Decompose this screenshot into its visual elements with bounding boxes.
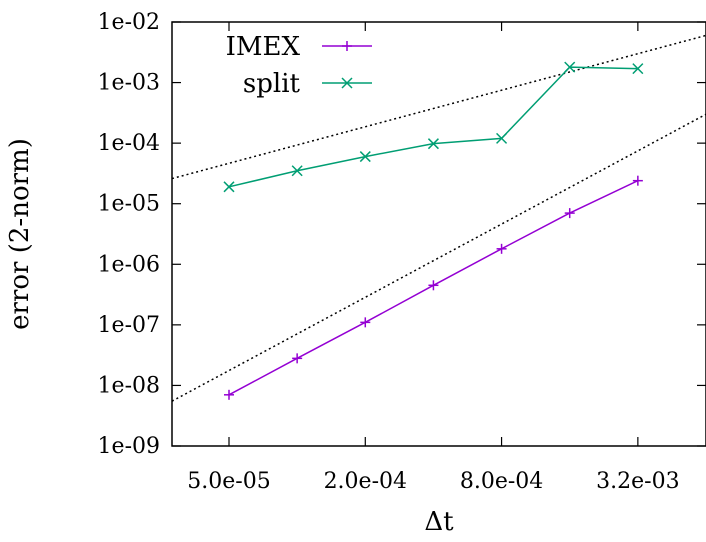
y-tick-label: 1e-09 (98, 434, 160, 459)
data-point-split-6 (564, 61, 576, 73)
data-point-imex-7 (632, 175, 643, 186)
data-point-split-2 (291, 165, 303, 177)
x-axis: 5.0e-05 2.0e-04 8.0e-04 3.2e-03 (187, 22, 680, 494)
legend-label-split: split (243, 69, 301, 99)
series-layer (223, 61, 644, 400)
x-tick-label: 5.0e-05 (187, 469, 270, 494)
legend-label-imex: IMEX (226, 32, 301, 62)
data-point-imex-6 (564, 208, 575, 219)
y-axis-label: error (2-norm) (5, 138, 35, 330)
y-tick-label: 1e-07 (98, 313, 160, 338)
y-tick-label: 1e-06 (98, 252, 160, 277)
y-tick-label: 1e-08 (98, 373, 160, 398)
y-axis: 1e-09 1e-08 1e-07 1e-06 1e-05 1e-04 1e-03 1e-02 (98, 10, 706, 459)
reference-line-2 (171, 34, 706, 180)
data-point-split-5 (496, 132, 508, 144)
y-tick-label: 1e-03 (98, 71, 160, 96)
data-point-split-3 (359, 151, 371, 163)
legend-marker-imex (342, 41, 352, 51)
y-tick-label: 1e-05 (98, 192, 160, 217)
plot-frame (171, 21, 706, 447)
data-point-split-7 (632, 63, 644, 75)
data-point-imex-4 (428, 280, 439, 291)
data-point-imex-2 (292, 353, 303, 364)
data-point-imex-1 (224, 389, 235, 400)
data-point-split-1 (223, 181, 235, 193)
reference-line-1 (171, 113, 706, 402)
x-axis-label: Δt (424, 507, 454, 537)
data-point-imex-3 (360, 317, 371, 328)
legend: IMEX split (226, 32, 372, 99)
reference-lines (171, 34, 706, 402)
y-tick-label: 1e-02 (98, 10, 160, 35)
data-point-imex-5 (496, 243, 507, 254)
data-point-split-4 (427, 138, 439, 150)
x-tick-label: 3.2e-03 (596, 469, 679, 494)
x-tick-label: 2.0e-04 (324, 469, 407, 494)
x-tick-label: 8.0e-04 (460, 469, 543, 494)
legend-marker-split (341, 77, 353, 89)
y-tick-label: 1e-04 (98, 131, 160, 156)
